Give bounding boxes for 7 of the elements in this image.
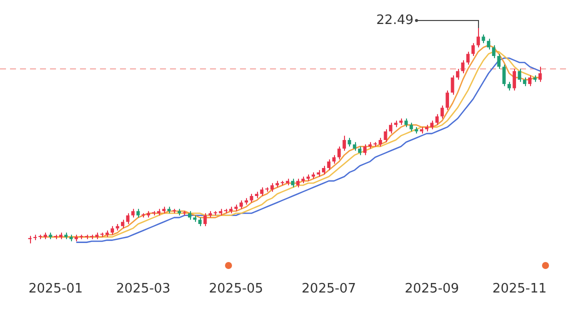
text: 22.49 — [376, 12, 414, 28]
x-tick-label: 2025-11 — [492, 282, 547, 297]
x-tick-label: 2025-01 — [28, 282, 83, 297]
x-tick-label: 2025-09 — [404, 282, 460, 297]
x-tick-label: 2025-03 — [116, 282, 170, 297]
x-tick-label: 2025-07 — [302, 282, 356, 297]
x-tick-label: 2025-05 — [208, 282, 264, 297]
